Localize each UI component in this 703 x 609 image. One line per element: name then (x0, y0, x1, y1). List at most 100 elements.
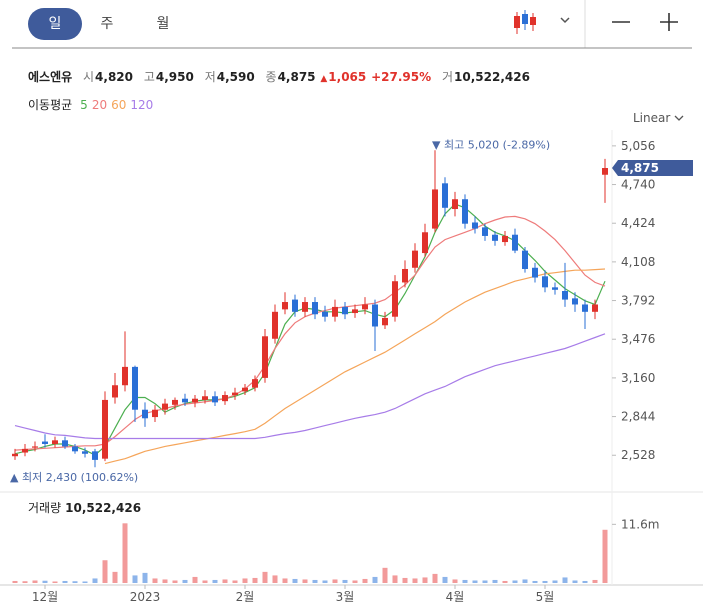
candle-body (252, 379, 258, 388)
high-annotation: ▼ 최고 5,020 (-2.89%) (432, 138, 550, 151)
quote-label: 시 (83, 70, 95, 84)
volume-bar (292, 578, 298, 583)
candle-body (452, 199, 458, 210)
candle-body (342, 306, 348, 315)
last-price-label: 4,875 (621, 161, 659, 175)
volume-bar (432, 573, 438, 583)
volume-bar (472, 580, 478, 583)
candle-body (62, 440, 68, 447)
volume-bar (22, 581, 28, 583)
candle-body (312, 302, 318, 315)
volume-bar (462, 579, 468, 583)
candle-body (202, 396, 208, 400)
volume-bar (242, 578, 248, 583)
quote-label: 저 (204, 70, 216, 84)
stock-name: 에스엔유 (28, 70, 73, 84)
volume-bar (202, 580, 208, 583)
candle-body (112, 385, 118, 398)
candle-body (362, 304, 368, 310)
candle-body (282, 302, 288, 310)
candle-body (332, 306, 338, 317)
y-tick-label: 3,476 (621, 332, 655, 346)
y-tick-label: 5,056 (621, 139, 655, 153)
volume-bar (502, 580, 508, 583)
candle-body (412, 250, 418, 268)
candle-body (432, 189, 438, 229)
candle-body (162, 403, 168, 410)
volume-bar (32, 580, 38, 583)
change-percent: +27.95% (371, 70, 432, 84)
candle-body (102, 399, 108, 459)
candle-body (352, 309, 358, 314)
candle-body (592, 304, 598, 312)
volume-bar (562, 577, 568, 583)
chevron (674, 115, 684, 121)
volume-bar (522, 579, 528, 583)
volume-bar (122, 523, 128, 583)
legend-entry: 120 (130, 98, 154, 112)
y-tick-label: 3,160 (621, 371, 655, 385)
candle-body (122, 366, 128, 386)
volume-bar (592, 579, 598, 583)
candle-body (442, 183, 448, 208)
y-tick-label: 2,528 (621, 448, 655, 462)
volume-bar (282, 578, 288, 583)
ma-line (104, 268, 606, 465)
candle-body (422, 232, 428, 254)
volume-bar (422, 577, 428, 583)
candle-body (92, 451, 98, 460)
ma-items: 5 20 60 120 (76, 98, 157, 112)
candle-body (292, 299, 298, 312)
candle-body (382, 317, 388, 326)
y-tick-label: 2,844 (621, 410, 655, 424)
volume-bar (572, 580, 578, 583)
candle-body (152, 409, 158, 418)
candle-body (232, 392, 238, 396)
x-tick-label: 2023 (130, 590, 161, 604)
scale-toggle[interactable]: Linear (633, 111, 684, 125)
candle-body (272, 311, 278, 339)
volume-bar (272, 575, 278, 583)
tab[interactable]: 월 (156, 16, 170, 32)
volume-bar (72, 581, 78, 583)
volume-bar (452, 579, 458, 583)
tab[interactable]: 일 (28, 8, 82, 40)
volume-bar (132, 575, 138, 583)
candle-body (582, 304, 588, 312)
volume-bar (482, 580, 488, 583)
x-tick-label: 3월 (336, 590, 355, 604)
candle-body (482, 227, 488, 236)
y-tick-label: 4,740 (621, 178, 655, 192)
volume-bar (442, 576, 448, 583)
volume-bar (312, 579, 318, 583)
volume-bar (222, 579, 228, 583)
candle-body (562, 291, 568, 300)
candle-body (512, 234, 518, 251)
chart-type-button[interactable] (514, 10, 570, 34)
volume-bar (552, 580, 558, 583)
candle-body (192, 398, 198, 403)
ma-line (14, 215, 606, 451)
candle-body (182, 398, 188, 403)
volume-bar (582, 580, 588, 583)
candle-body (262, 336, 268, 378)
volume-bar (142, 572, 148, 583)
volume-bar (492, 579, 498, 583)
tab[interactable]: 주 (100, 16, 114, 32)
candle-body (72, 446, 78, 452)
volume-bar (212, 579, 218, 583)
volume-bar (602, 529, 608, 583)
candle-body (242, 387, 248, 392)
ma-line (14, 333, 606, 440)
candle-body (532, 267, 538, 278)
volume-bar (262, 571, 268, 583)
volume-bar (232, 580, 238, 583)
volume-bar (182, 579, 188, 583)
volume-bar (192, 576, 198, 583)
y-tick-label: 4,108 (621, 255, 655, 269)
candle-body (302, 302, 308, 312)
zoom-in[interactable] (660, 13, 678, 31)
quote-value: 4,950 (155, 70, 194, 84)
